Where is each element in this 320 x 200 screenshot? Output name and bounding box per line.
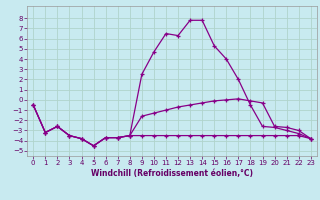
X-axis label: Windchill (Refroidissement éolien,°C): Windchill (Refroidissement éolien,°C) <box>91 169 253 178</box>
